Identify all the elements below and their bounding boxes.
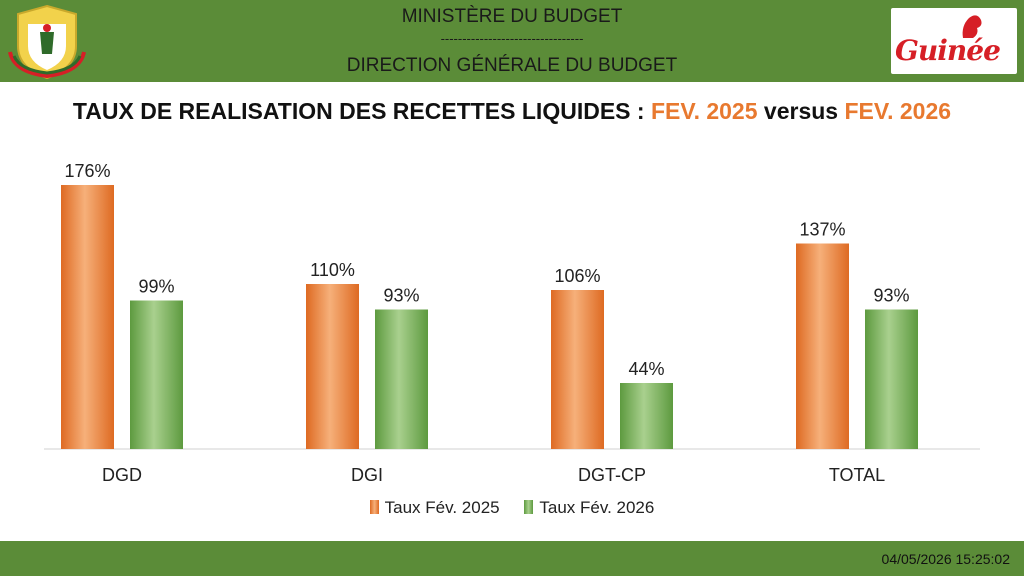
coat-of-arms-icon	[8, 4, 86, 80]
guinee-logo: Guinée	[891, 8, 1017, 74]
legend-item-2026: Taux Fév. 2026	[524, 498, 654, 518]
legend-label-2025: Taux Fév. 2025	[384, 498, 500, 517]
bar-2026-dgi	[375, 309, 428, 449]
chart-title: TAUX DE REALISATION DES RECETTES LIQUIDE…	[0, 98, 1024, 125]
category-label-total: TOTAL	[829, 465, 885, 485]
category-label-dgi: DGI	[351, 465, 383, 485]
bar-2026-dgd	[130, 300, 183, 449]
head-silhouette-icon	[962, 15, 982, 38]
header-separator: ---------------------------------	[440, 31, 584, 46]
footer-bar: 04/05/2026 15:25:02	[0, 541, 1024, 576]
title-period-2025: FEV. 2025	[650, 98, 758, 124]
bar-2025-dgi	[306, 284, 359, 449]
data-label-2025-total: 137%	[799, 220, 845, 240]
bar-2025-dgt-cp	[551, 290, 604, 449]
bar-2025-total	[796, 243, 849, 449]
title-versus: versus	[757, 98, 845, 124]
data-label-2026-total: 93%	[873, 286, 909, 306]
category-label-dgt-cp: DGT-CP	[578, 465, 646, 485]
legend-swatch-2025	[369, 500, 379, 514]
timestamp: 04/05/2026 15:25:02	[881, 551, 1010, 567]
title-main: TAUX DE REALISATION DES RECETTES LIQUIDE…	[72, 98, 651, 124]
header-banner: MINISTÈRE DU BUDGET --------------------…	[0, 0, 1024, 82]
legend-label-2026: Taux Fév. 2026	[539, 498, 655, 517]
legend-swatch-2026	[524, 500, 534, 514]
bar-chart: 176% 99% DGD 110% 93% DGI 106% 44% DGT-CP 137% 93%…	[44, 161, 980, 485]
data-label-2025-dgi: 110%	[310, 260, 355, 280]
data-label-2025-dgt-cp: 106%	[554, 266, 600, 286]
bar-2026-total	[865, 309, 918, 449]
legend-item-2025: Taux Fév. 2025	[369, 498, 500, 518]
bar-2025-dgd	[61, 185, 114, 449]
logo-wordmark: Guinée	[895, 34, 1001, 67]
data-label-2025-dgd: 176%	[64, 161, 110, 181]
chart-legend: Taux Fév. 2025 Taux Fév. 2026	[0, 498, 1024, 518]
title-period-2026: FEV. 2026	[844, 98, 952, 124]
directorate-name: DIRECTION GÉNÉRALE DU BUDGET	[346, 55, 678, 76]
ministry-name: MINISTÈRE DU BUDGET	[401, 6, 623, 27]
data-label-2026-dgt-cp: 44%	[628, 359, 664, 379]
bar-2026-dgt-cp	[620, 383, 673, 449]
data-label-2026-dgi: 93%	[383, 286, 419, 306]
data-label-2026-dgd: 99%	[138, 277, 174, 297]
category-label-dgd: DGD	[102, 465, 142, 485]
